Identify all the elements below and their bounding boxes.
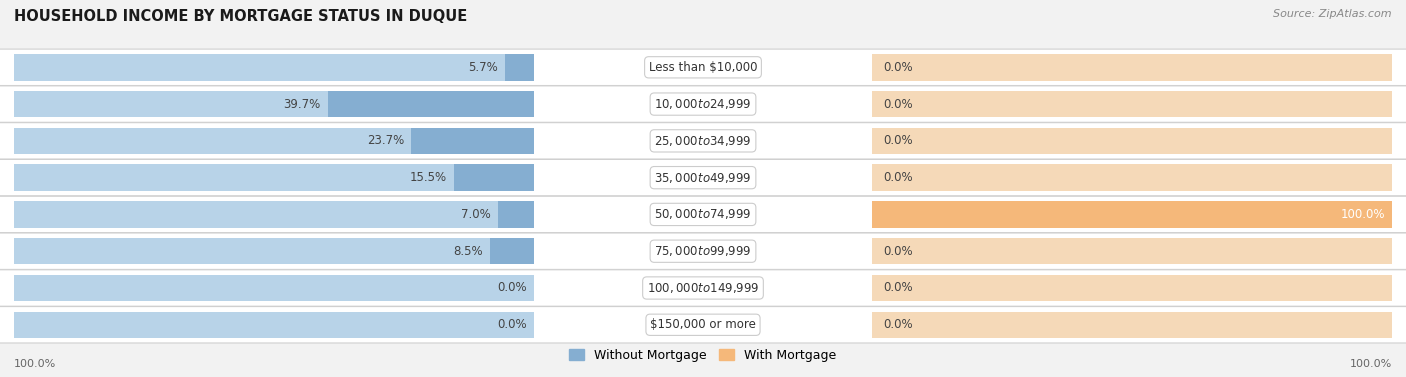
Text: 0.0%: 0.0% bbox=[883, 245, 912, 258]
Text: 100.0%: 100.0% bbox=[1350, 359, 1392, 369]
Bar bbox=[411, 128, 534, 154]
Bar bbox=[872, 91, 1392, 117]
Bar bbox=[14, 311, 534, 338]
Bar bbox=[14, 201, 534, 228]
Text: 8.5%: 8.5% bbox=[453, 245, 484, 258]
Bar bbox=[14, 91, 534, 117]
Text: 0.0%: 0.0% bbox=[883, 98, 912, 110]
Bar bbox=[14, 275, 534, 301]
Bar bbox=[872, 201, 1392, 228]
Bar bbox=[498, 201, 534, 228]
Text: $150,000 or more: $150,000 or more bbox=[650, 318, 756, 331]
Text: $100,000 to $149,999: $100,000 to $149,999 bbox=[647, 281, 759, 295]
FancyBboxPatch shape bbox=[0, 307, 1406, 343]
FancyBboxPatch shape bbox=[0, 196, 1406, 233]
Bar bbox=[328, 91, 534, 117]
Bar bbox=[872, 128, 1392, 154]
Text: 0.0%: 0.0% bbox=[883, 318, 912, 331]
Text: 100.0%: 100.0% bbox=[14, 359, 56, 369]
Bar bbox=[454, 164, 534, 191]
Bar bbox=[14, 164, 534, 191]
Bar bbox=[872, 164, 1392, 191]
Text: HOUSEHOLD INCOME BY MORTGAGE STATUS IN DUQUE: HOUSEHOLD INCOME BY MORTGAGE STATUS IN D… bbox=[14, 9, 467, 25]
Text: 15.5%: 15.5% bbox=[409, 171, 447, 184]
Text: 0.0%: 0.0% bbox=[883, 171, 912, 184]
Bar bbox=[14, 238, 534, 264]
Bar bbox=[872, 275, 1392, 301]
Bar bbox=[491, 238, 534, 264]
Text: 0.0%: 0.0% bbox=[883, 61, 912, 74]
Text: 0.0%: 0.0% bbox=[498, 318, 527, 331]
Text: $10,000 to $24,999: $10,000 to $24,999 bbox=[654, 97, 752, 111]
Text: 5.7%: 5.7% bbox=[468, 61, 498, 74]
Text: 39.7%: 39.7% bbox=[284, 98, 321, 110]
Bar bbox=[872, 311, 1392, 338]
FancyBboxPatch shape bbox=[0, 159, 1406, 196]
Legend: Without Mortgage, With Mortgage: Without Mortgage, With Mortgage bbox=[564, 344, 842, 367]
FancyBboxPatch shape bbox=[0, 270, 1406, 306]
Text: $35,000 to $49,999: $35,000 to $49,999 bbox=[654, 171, 752, 185]
FancyBboxPatch shape bbox=[0, 49, 1406, 86]
Bar bbox=[505, 54, 534, 81]
Text: 100.0%: 100.0% bbox=[1340, 208, 1385, 221]
Bar bbox=[14, 128, 534, 154]
Text: 0.0%: 0.0% bbox=[883, 134, 912, 147]
Text: 23.7%: 23.7% bbox=[367, 134, 404, 147]
Bar bbox=[14, 54, 534, 81]
Text: 7.0%: 7.0% bbox=[461, 208, 491, 221]
FancyBboxPatch shape bbox=[0, 233, 1406, 270]
Text: $25,000 to $34,999: $25,000 to $34,999 bbox=[654, 134, 752, 148]
FancyBboxPatch shape bbox=[0, 86, 1406, 122]
Bar bbox=[872, 201, 1392, 228]
FancyBboxPatch shape bbox=[0, 123, 1406, 159]
Text: Less than $10,000: Less than $10,000 bbox=[648, 61, 758, 74]
Text: Source: ZipAtlas.com: Source: ZipAtlas.com bbox=[1274, 9, 1392, 20]
Text: $50,000 to $74,999: $50,000 to $74,999 bbox=[654, 207, 752, 221]
Text: $75,000 to $99,999: $75,000 to $99,999 bbox=[654, 244, 752, 258]
Text: 0.0%: 0.0% bbox=[883, 282, 912, 294]
Bar bbox=[872, 238, 1392, 264]
Text: 0.0%: 0.0% bbox=[498, 282, 527, 294]
Bar bbox=[872, 54, 1392, 81]
